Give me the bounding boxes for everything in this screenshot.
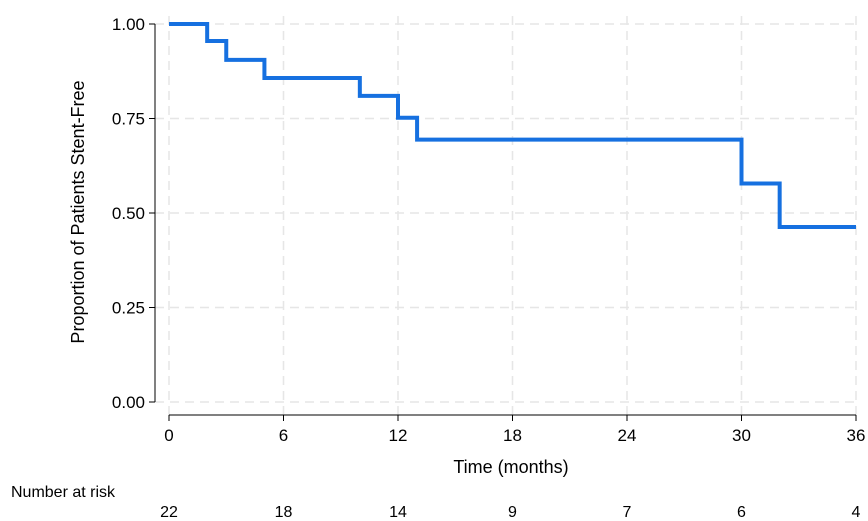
x-tick-label-1: 6 (279, 426, 288, 445)
y-axis-title: Proportion of Patients Stent-Free (68, 80, 88, 343)
risk-count-5: 6 (737, 504, 746, 521)
risk-count-1: 18 (275, 504, 293, 521)
risk-table: 22 18 14 9 7 6 4 (160, 504, 860, 521)
y-tick-label-2: 0.50 (112, 204, 145, 223)
risk-count-3: 9 (508, 504, 517, 521)
risk-count-2: 14 (389, 504, 407, 521)
x-tick-label-4: 24 (618, 426, 637, 445)
grid (155, 16, 857, 415)
x-tick-label-3: 18 (503, 426, 522, 445)
x-axis-title: Time (months) (453, 457, 568, 477)
risk-count-6: 4 (852, 504, 861, 521)
tick-labels: 0.00 0.25 0.50 0.75 1.00 0 6 12 18 24 30 36 (112, 15, 866, 445)
risk-count-4: 7 (623, 504, 632, 521)
risk-count-0: 22 (160, 504, 178, 521)
y-tick-label-3: 0.75 (112, 110, 145, 129)
x-tick-label-2: 12 (389, 426, 408, 445)
y-tick-label-1: 0.25 (112, 299, 145, 318)
series-line-0 (169, 22, 856, 229)
x-tick-label-0: 0 (164, 426, 173, 445)
series (169, 22, 856, 229)
y-tick-label-0: 0.00 (112, 393, 145, 412)
risk-table-title: Number at risk (11, 484, 116, 501)
y-tick-label-4: 1.00 (112, 15, 145, 34)
x-tick-label-5: 30 (732, 426, 751, 445)
axes (149, 23, 857, 421)
x-tick-label-6: 36 (847, 426, 866, 445)
